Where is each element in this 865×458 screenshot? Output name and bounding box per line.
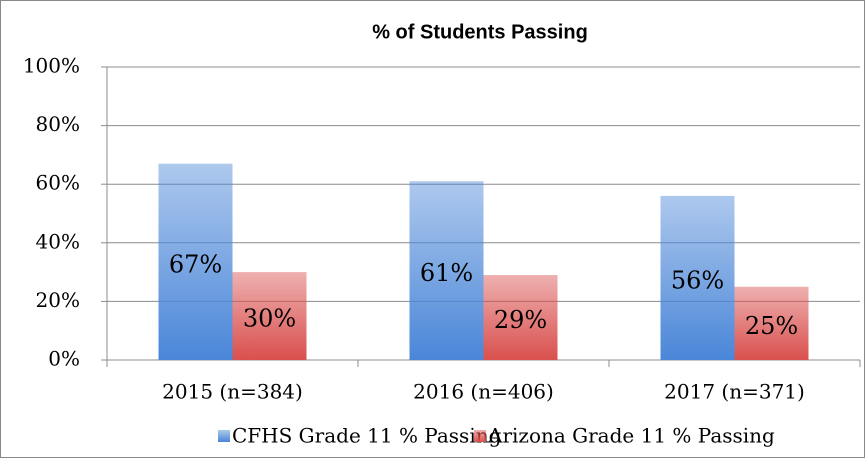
y-tick-label: 0% [48, 347, 80, 371]
y-tick-label: 100% [23, 54, 80, 78]
legend-swatch [218, 430, 230, 442]
legend-swatch [474, 430, 486, 442]
y-tick-label: 20% [36, 288, 80, 312]
chart-title: % of Students Passing [372, 21, 588, 43]
bar [660, 195, 735, 360]
legend-label: CFHS Grade 11 % Passing [232, 424, 502, 448]
bar [734, 286, 809, 360]
value-label: 67% [169, 250, 222, 278]
value-label: 61% [420, 259, 473, 287]
y-tick-label: 80% [36, 112, 80, 136]
y-tick-label: 40% [36, 229, 80, 253]
legend-label: Arizona Grade 11 % Passing [487, 424, 775, 448]
bar [483, 275, 558, 360]
x-tick-label: 2015 (n=384) [162, 380, 303, 404]
bar [232, 272, 307, 360]
x-tick-label: 2017 (n=371) [664, 380, 805, 404]
value-label: 29% [494, 306, 547, 334]
value-label: 30% [243, 305, 296, 333]
value-label: 56% [671, 266, 724, 294]
bar [158, 163, 233, 360]
y-tick-label: 60% [36, 171, 80, 195]
bar [409, 181, 484, 360]
value-label: 25% [745, 312, 798, 340]
x-tick-label: 2016 (n=406) [413, 380, 554, 404]
